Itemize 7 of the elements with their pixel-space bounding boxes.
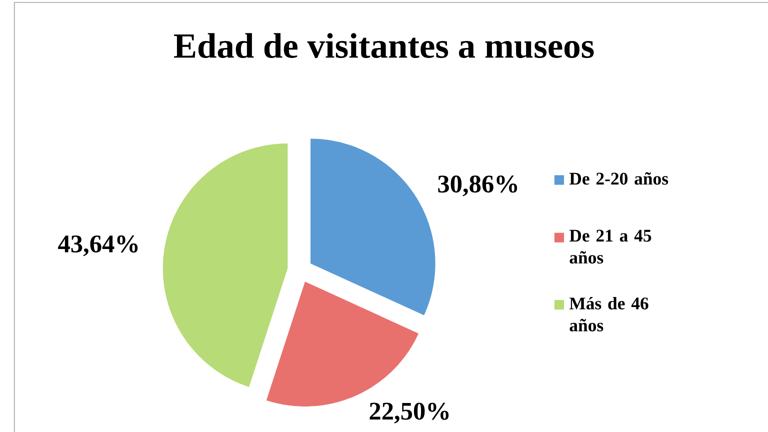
data-label: 30,86% — [438, 176, 518, 196]
legend-label: De 2-20 años — [569, 172, 668, 185]
legend-label: Más de 46 años — [569, 296, 648, 332]
data-label: 43,64% — [58, 235, 138, 256]
legend-label: De 21 a 45 años — [569, 230, 652, 264]
chart-title: Edad de visitantes a museos — [174, 33, 594, 58]
data-label: 22,50% — [370, 402, 449, 424]
